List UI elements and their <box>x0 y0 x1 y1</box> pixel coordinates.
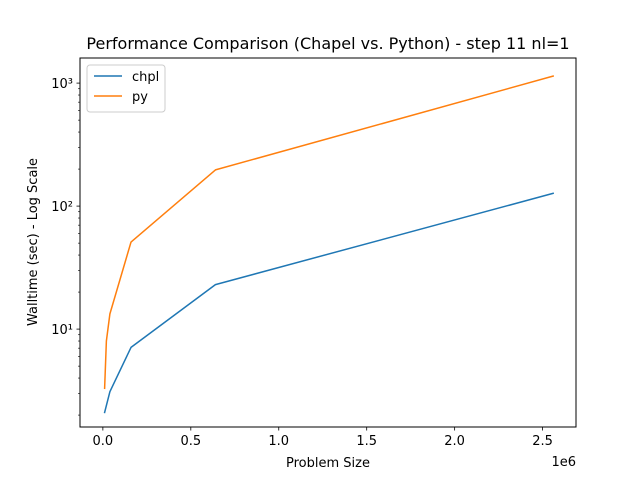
legend: chpl py <box>86 64 166 113</box>
legend-label-py: py <box>132 90 148 105</box>
y-axis: 10¹ 10² 10³ <box>51 77 80 416</box>
x-axis: 0.0 0.5 1.0 1.5 2.0 2.5 <box>93 427 553 449</box>
x-tick-label: 1.5 <box>356 434 377 449</box>
series-line-py <box>103 75 555 390</box>
x-offset-text: 1e6 <box>551 455 576 470</box>
legend-label-chpl: chpl <box>132 70 159 85</box>
y-tick-label: 10² <box>51 200 73 215</box>
plot-frame <box>79 57 577 428</box>
chart-title: Performance Comparison (Chapel vs. Pytho… <box>86 34 569 53</box>
x-tick-label: 2.5 <box>532 434 553 449</box>
y-axis-label: Walltime (sec) - Log Scale <box>26 158 41 326</box>
y-tick-label: 10³ <box>51 77 73 92</box>
x-axis-label: Problem Size <box>286 456 370 471</box>
y-tick-label: 10¹ <box>51 323 73 338</box>
x-tick-label: 1.0 <box>268 434 289 449</box>
x-tick-label: 0.5 <box>180 434 201 449</box>
series-lines <box>103 75 555 414</box>
x-tick-label: 2.0 <box>444 434 465 449</box>
x-tick-label: 0.0 <box>93 434 114 449</box>
series-line-chpl <box>103 192 555 414</box>
